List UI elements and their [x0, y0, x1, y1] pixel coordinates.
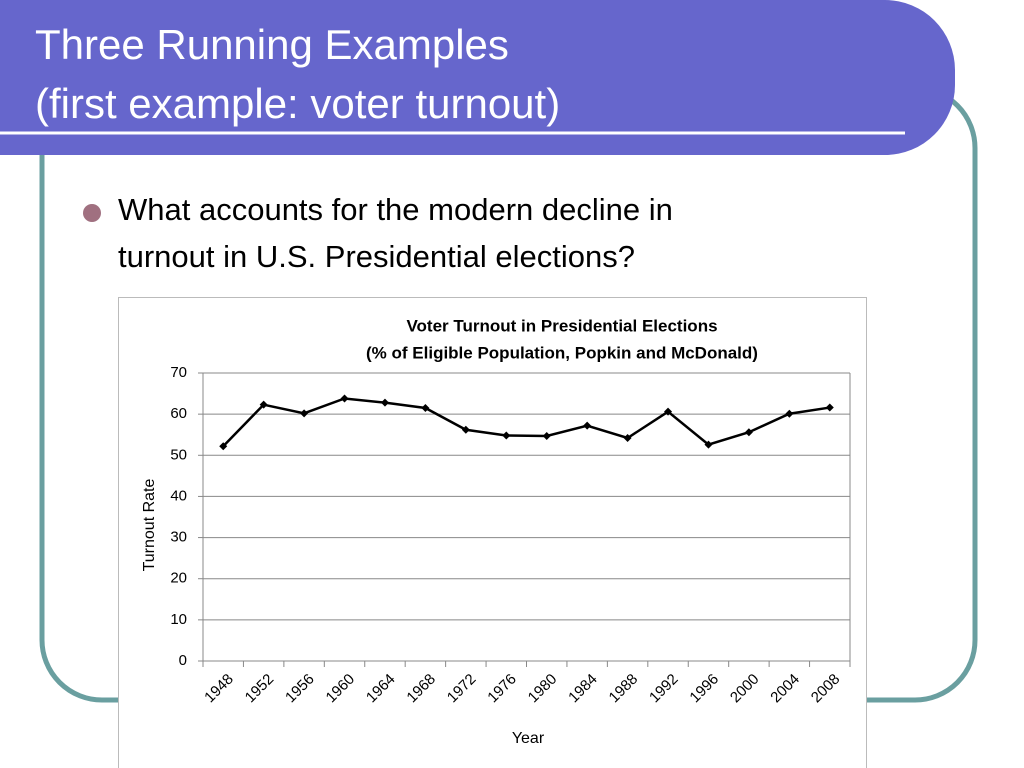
data-point [623, 434, 632, 443]
bullet-dot [83, 204, 101, 222]
chart-box [118, 297, 867, 768]
data-point [461, 425, 470, 434]
slide-title: (first example: voter turnout) [35, 80, 560, 127]
data-point [583, 421, 592, 430]
y-tick-label: 70 [170, 364, 187, 381]
y-tick-label: 60 [170, 405, 187, 422]
chart-title: Voter Turnout in Presidential Elections [406, 316, 717, 335]
x-axis-title: Year [512, 730, 545, 747]
data-point [785, 409, 794, 418]
series-line [222, 397, 830, 448]
data-point [300, 409, 309, 418]
data-point [421, 403, 430, 412]
data-point [744, 428, 753, 437]
data-point [542, 431, 551, 440]
data-point [219, 442, 228, 451]
y-tick-label: 50 [170, 446, 187, 463]
bullet-text: turnout in U.S. Presidential elections? [118, 239, 635, 274]
data-point [340, 394, 349, 403]
y-tick-label: 0 [179, 652, 187, 669]
data-point [502, 431, 511, 440]
y-tick-label: 20 [170, 570, 187, 587]
data-point [704, 440, 713, 449]
data-point [825, 403, 834, 412]
header-band [0, 0, 955, 155]
chart-title: (% of Eligible Population, Popkin and Mc… [366, 343, 758, 362]
y-axis-title: Turnout Rate [141, 479, 158, 572]
y-tick-label: 10 [170, 611, 187, 628]
bullet-text: What accounts for the modern decline in [118, 192, 673, 227]
data-point [380, 398, 389, 407]
slide-title: Three Running Examples [35, 21, 509, 68]
data-point [259, 400, 268, 409]
data-point [664, 407, 673, 416]
y-tick-label: 40 [170, 487, 187, 504]
y-tick-label: 30 [170, 529, 187, 546]
